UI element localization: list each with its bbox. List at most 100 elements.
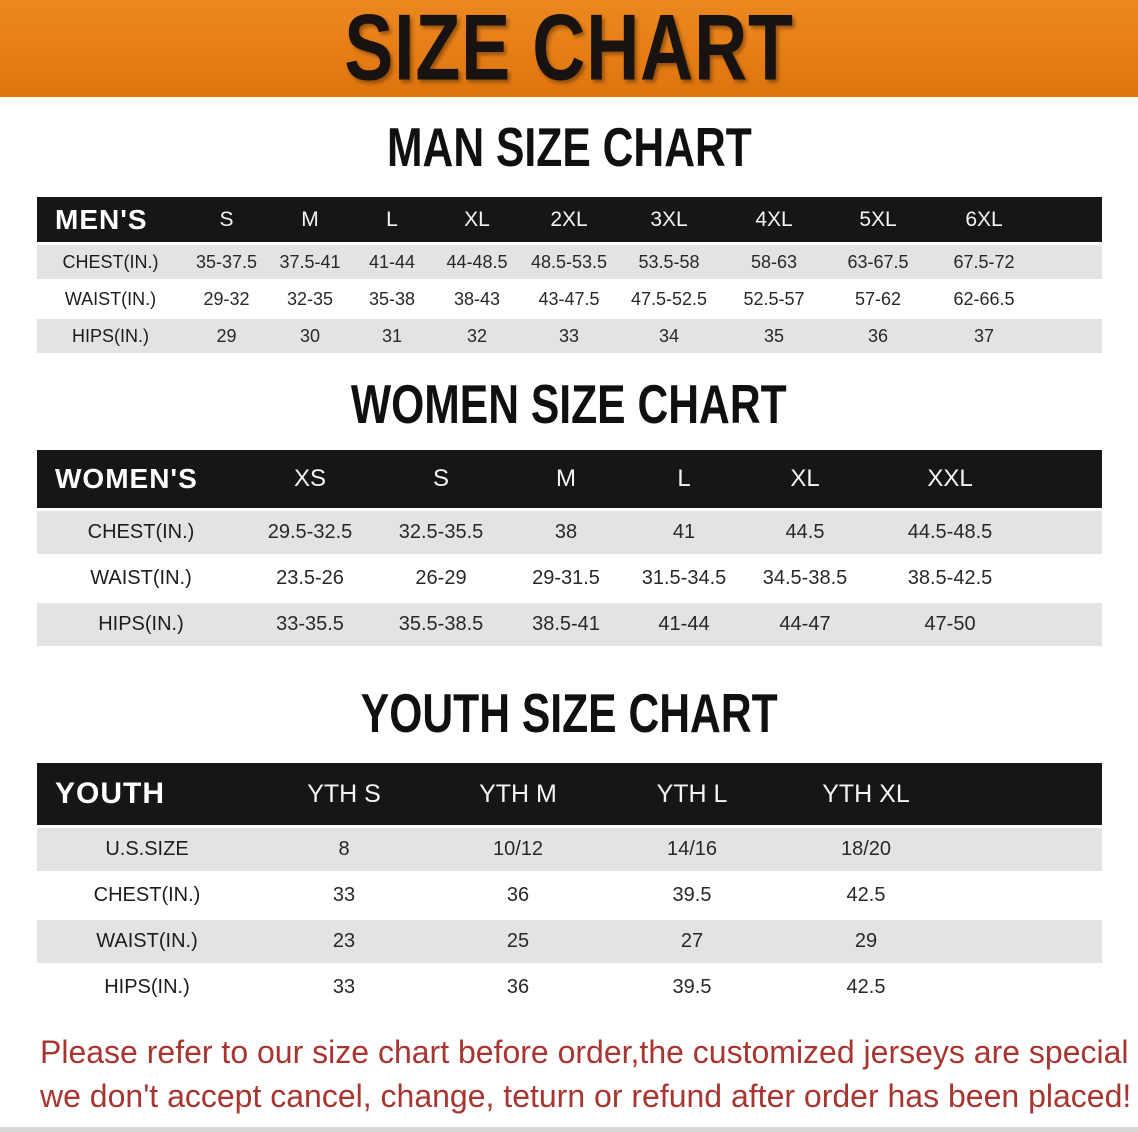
women-size-col: M: [507, 450, 625, 508]
filler-cell: [1039, 319, 1102, 353]
filler-cell: [953, 828, 1102, 871]
size-cell: 32-35: [269, 282, 351, 316]
man-size-col: 2XL: [521, 197, 617, 242]
size-cell: 39.5: [605, 966, 779, 1009]
bottom-edge-strip: [0, 1127, 1138, 1132]
disclaimer: Please refer to our size chart before or…: [40, 1030, 1138, 1118]
size-cell: 58-63: [721, 245, 827, 279]
man-table-corner-label: MEN'S: [37, 197, 184, 242]
size-cell: 42.5: [779, 966, 953, 1009]
size-cell: 33: [257, 966, 431, 1009]
size-cell: 62-66.5: [929, 282, 1039, 316]
size-cell: 32.5-35.5: [375, 511, 507, 554]
filler-cell: [953, 920, 1102, 963]
women-size-col: XS: [245, 450, 375, 508]
size-cell: 35.5-38.5: [375, 603, 507, 646]
size-cell: 44.5-48.5: [867, 511, 1033, 554]
size-cell: 44.5: [743, 511, 867, 554]
man-size-col: 3XL: [617, 197, 721, 242]
youth-table-corner-label: YOUTH: [37, 763, 257, 825]
filler-cell: [953, 966, 1102, 1009]
man-section-heading: MAN SIZE CHART: [0, 117, 1138, 179]
size-cell: 36: [431, 874, 605, 917]
size-cell: 38: [507, 511, 625, 554]
filler-cell: [953, 874, 1102, 917]
man-table-filler: [1039, 197, 1102, 242]
man-section-heading-text: MAN SIZE CHART: [386, 117, 752, 179]
size-cell: 27: [605, 920, 779, 963]
disclaimer-line-2: we don't accept cancel, change, teturn o…: [40, 1078, 1132, 1114]
filler-cell: [1033, 557, 1102, 600]
size-cell: 29.5-32.5: [245, 511, 375, 554]
man-size-col: S: [184, 197, 269, 242]
filler-cell: [1039, 282, 1102, 316]
table-row: HIPS(IN.) 33 36 39.5 42.5: [37, 966, 1102, 1009]
table-row: WAIST(IN.) 23.5-26 26-29 29-31.5 31.5-34…: [37, 557, 1102, 600]
size-cell: 67.5-72: [929, 245, 1039, 279]
women-size-col: XXL: [867, 450, 1033, 508]
disclaimer-line-1: Please refer to our size chart before or…: [40, 1034, 1138, 1070]
table-row: CHEST(IN.) 29.5-32.5 32.5-35.5 38 41 44.…: [37, 511, 1102, 554]
women-table-header-row: WOMEN'S XS S M L XL XXL: [37, 450, 1102, 508]
size-cell: 44-47: [743, 603, 867, 646]
row-label: U.S.SIZE: [37, 828, 257, 871]
size-cell: 30: [269, 319, 351, 353]
youth-size-col: YTH XL: [779, 763, 953, 825]
size-cell: 43-47.5: [521, 282, 617, 316]
table-row: U.S.SIZE 8 10/12 14/16 18/20: [37, 828, 1102, 871]
table-row: WAIST(IN.) 29-32 32-35 35-38 38-43 43-47…: [37, 282, 1102, 316]
size-cell: 63-67.5: [827, 245, 929, 279]
women-size-table: WOMEN'S XS S M L XL XXL CHEST(IN.) 29.5-…: [37, 447, 1102, 649]
table-row: WAIST(IN.) 23 25 27 29: [37, 920, 1102, 963]
youth-size-col: YTH S: [257, 763, 431, 825]
youth-size-table: YOUTH YTH S YTH M YTH L YTH XL U.S.SIZE …: [37, 760, 1102, 1012]
size-cell: 34.5-38.5: [743, 557, 867, 600]
women-size-col: S: [375, 450, 507, 508]
size-cell: 34: [617, 319, 721, 353]
banner: SIZE CHART: [0, 0, 1138, 97]
row-label: WAIST(IN.): [37, 557, 245, 600]
women-size-col: XL: [743, 450, 867, 508]
youth-size-col: YTH M: [431, 763, 605, 825]
size-cell: 36: [431, 966, 605, 1009]
size-cell: 10/12: [431, 828, 605, 871]
man-size-col: 5XL: [827, 197, 929, 242]
filler-cell: [1039, 245, 1102, 279]
size-cell: 36: [827, 319, 929, 353]
size-cell: 23: [257, 920, 431, 963]
size-cell: 18/20: [779, 828, 953, 871]
size-cell: 8: [257, 828, 431, 871]
women-size-col: L: [625, 450, 743, 508]
size-cell: 37: [929, 319, 1039, 353]
size-cell: 29-31.5: [507, 557, 625, 600]
man-size-col: XL: [433, 197, 521, 242]
man-size-col: 6XL: [929, 197, 1039, 242]
table-row: CHEST(IN.) 35-37.5 37.5-41 41-44 44-48.5…: [37, 245, 1102, 279]
size-cell: 41-44: [351, 245, 433, 279]
size-cell: 23.5-26: [245, 557, 375, 600]
women-table-filler: [1033, 450, 1102, 508]
size-cell: 31.5-34.5: [625, 557, 743, 600]
size-cell: 47.5-52.5: [617, 282, 721, 316]
size-cell: 33: [257, 874, 431, 917]
filler-cell: [1033, 603, 1102, 646]
size-cell: 52.5-57: [721, 282, 827, 316]
youth-section-heading: YOUTH SIZE CHART: [0, 687, 1138, 742]
size-cell: 29: [779, 920, 953, 963]
row-label: WAIST(IN.): [37, 920, 257, 963]
size-cell: 42.5: [779, 874, 953, 917]
size-cell: 38.5-41: [507, 603, 625, 646]
size-cell: 38.5-42.5: [867, 557, 1033, 600]
man-size-col: 4XL: [721, 197, 827, 242]
size-cell: 37.5-41: [269, 245, 351, 279]
youth-table-header-row: YOUTH YTH S YTH M YTH L YTH XL: [37, 763, 1102, 825]
man-size-col: L: [351, 197, 433, 242]
man-size-col: M: [269, 197, 351, 242]
youth-size-col: YTH L: [605, 763, 779, 825]
table-row: CHEST(IN.) 33 36 39.5 42.5: [37, 874, 1102, 917]
row-label: CHEST(IN.): [37, 245, 184, 279]
size-cell: 57-62: [827, 282, 929, 316]
size-cell: 48.5-53.5: [521, 245, 617, 279]
man-table-header-row: MEN'S S M L XL 2XL 3XL 4XL 5XL 6XL: [37, 197, 1102, 242]
